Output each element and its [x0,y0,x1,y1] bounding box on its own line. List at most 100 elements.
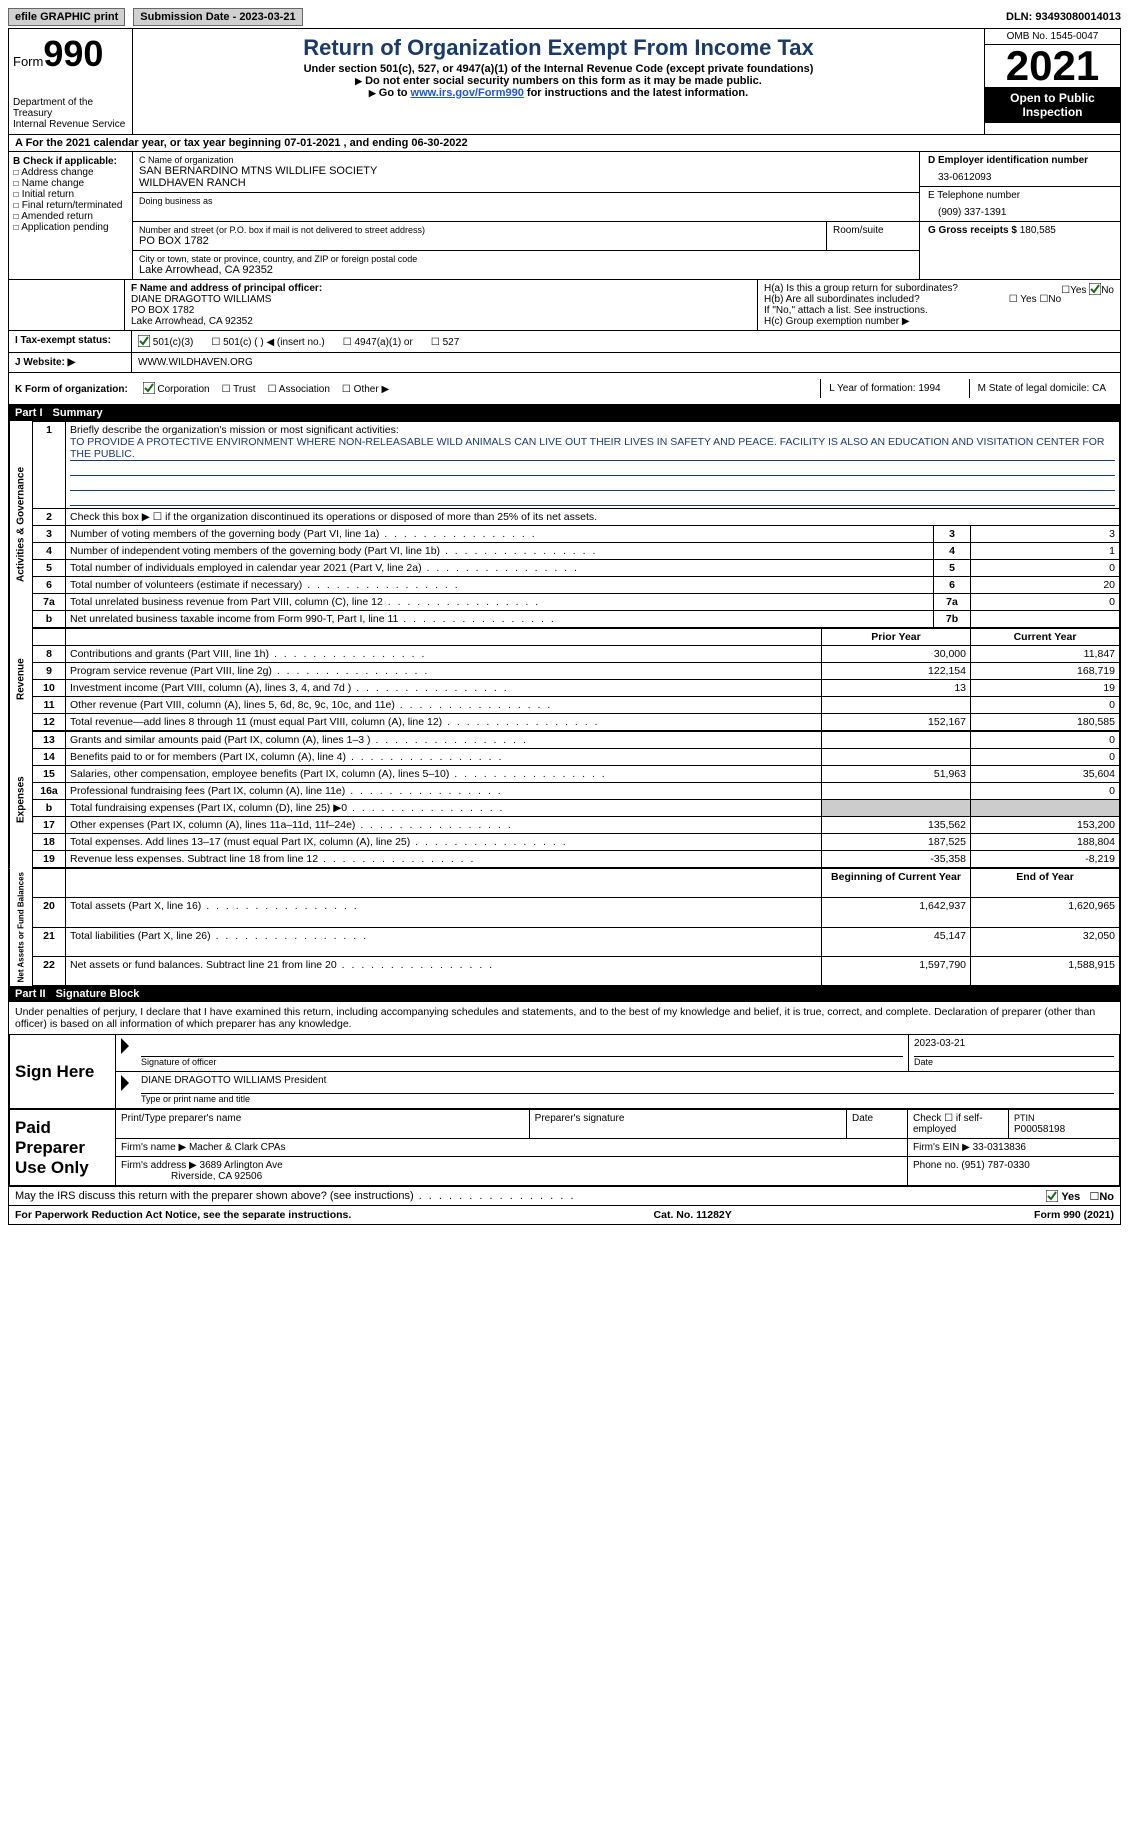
status-option[interactable]: ☐ 501(c) ( ) ◀ (insert no.) [211,337,324,348]
form-word: Form [13,54,43,69]
table-row: 15Salaries, other compensation, employee… [33,766,1120,783]
checkbox-option[interactable]: ☐ Initial return [13,189,128,200]
firm-ein-label: Firm's EIN ▶ [913,1142,970,1153]
ha-no: No [1101,285,1114,296]
year-cell: OMB No. 1545-0047 2021 Open to Public In… [984,29,1120,134]
checkbox-option[interactable]: ☐ Address change [13,167,128,178]
status-option[interactable]: ☐ 4947(a)(1) or [343,337,413,348]
city-value: Lake Arrowhead, CA 92352 [139,264,913,276]
phone-label: E Telephone number [928,190,1112,201]
side-label-revenue: Revenue [9,628,32,731]
mission-text: TO PROVIDE A PROTECTIVE ENVIRONMENT WHER… [70,436,1115,461]
org-form-option[interactable]: ☐ Trust [222,384,256,395]
table-row: 14Benefits paid to or for members (Part … [33,749,1120,766]
l2-text: Check this box ▶ ☐ if the organization d… [66,509,1120,526]
l1-label: Briefly describe the organization's miss… [70,424,399,436]
table-row: 20Total assets (Part X, line 16)1,642,93… [33,898,1120,927]
website-label: J Website: ▶ [9,353,132,372]
room-label: Room/suite [827,222,919,251]
footer-mid: Cat. No. 11282Y [654,1209,732,1221]
officer-addr2: Lake Arrowhead, CA 92352 [131,316,751,327]
website-url: WWW.WILDHAVEN.ORG [132,353,1120,372]
ein-label: D Employer identification number [928,155,1112,166]
table-row: 11Other revenue (Part VIII, column (A), … [33,697,1120,714]
form-number: 990 [43,33,103,74]
irs-link[interactable]: www.irs.gov/Form990 [411,87,524,99]
signature-table: Sign Here Signature of officer 2023-03-2… [9,1034,1120,1109]
prior-year-header: Prior Year [822,629,971,646]
self-employed-label: Check ☐ if self-employed [908,1110,1009,1139]
org-name-2: WILDHAVEN RANCH [139,177,913,189]
discuss-row: May the IRS discuss this return with the… [9,1186,1120,1205]
k-row: K Form of organization: Corporation ☐ Tru… [9,373,1120,405]
table-row: 3Number of voting members of the governi… [33,526,1120,543]
note-2-pre: Go to [369,87,411,99]
submission-date-button[interactable]: Submission Date - 2023-03-21 [133,8,302,26]
expenses-section: Expenses 13Grants and similar amounts pa… [9,731,1120,868]
sig-date: 2023-03-21 [914,1038,1114,1057]
current-year-header: Current Year [971,629,1120,646]
efile-print-button[interactable]: efile GRAPHIC print [8,8,125,26]
sig-officer-label: Signature of officer [141,1057,216,1067]
discuss-question: May the IRS discuss this return with the… [15,1190,575,1202]
calendar-year-line: A For the 2021 calendar year, or tax yea… [9,135,1120,152]
firm-addr1: 3689 Arlington Ave [200,1160,283,1171]
dept-label: Department of the Treasury Internal Reve… [13,97,128,130]
firm-ein: 33-0313836 [973,1142,1026,1153]
firm-name-label: Firm's name ▶ [121,1142,186,1153]
status-label: I Tax-exempt status: [9,331,132,352]
tax-year: 2021 [985,45,1120,87]
org-name-1: SAN BERNARDINO MTNS WILDLIFE SOCIETY [139,165,913,177]
checkbox-option[interactable]: ☐ Application pending [13,222,128,233]
part-2-num: Part II [15,988,46,1000]
table-row: 10Investment income (Part VIII, column (… [33,680,1120,697]
ptin-value: P00058198 [1014,1124,1065,1135]
officer-name: DIANE DRAGOTTO WILLIAMS [131,294,751,305]
part-1-num: Part I [15,407,43,419]
org-form-option[interactable]: ☐ Association [268,384,330,395]
part-1-header: Part I Summary [9,405,1120,421]
table-row: 6Total number of volunteers (estimate if… [33,577,1120,594]
column-d: D Employer identification number 33-0612… [919,152,1120,279]
checked-icon [1089,283,1101,295]
website-row: J Website: ▶ WWW.WILDHAVEN.ORG [9,353,1120,373]
status-option[interactable]: ☐ 527 [431,337,459,348]
section-b-c-d: B Check if applicable: ☐ Address change☐… [9,152,1120,280]
table-row: 18Total expenses. Add lines 13–17 (must … [33,834,1120,851]
firm-phone: (951) 787-0330 [961,1160,1029,1171]
checkbox-option[interactable]: ☐ Name change [13,178,128,189]
discuss-yes: Yes [1061,1191,1080,1203]
org-form-option[interactable]: Corporation [143,384,210,395]
end-year-header: End of Year [971,869,1120,898]
footer-row: For Paperwork Reduction Act Notice, see … [9,1205,1120,1224]
side-label-expenses: Expenses [9,731,32,868]
paid-preparer-label: Paid Preparer Use Only [10,1110,116,1186]
table-row: 4Number of independent voting members of… [33,543,1120,560]
table-row: 21Total liabilities (Part X, line 26)45,… [33,927,1120,956]
m-state-domicile: M State of legal domicile: CA [969,379,1114,398]
table-row: 8Contributions and grants (Part VIII, li… [33,646,1120,663]
prep-date-label: Date [847,1110,908,1139]
signature-intro: Under penalties of perjury, I declare th… [9,1002,1120,1034]
table-row: 5Total number of individuals employed in… [33,560,1120,577]
checkbox-option[interactable]: ☐ Amended return [13,211,128,222]
org-form-option[interactable]: ☐ Other ▶ [342,384,389,395]
header-row: Form990 Department of the Treasury Inter… [9,29,1120,135]
topbar: efile GRAPHIC print Submission Date - 20… [8,8,1121,26]
k-label: K Form of organization: [15,384,128,395]
footer-left: For Paperwork Reduction Act Notice, see … [15,1209,351,1221]
ha-label: H(a) Is this a group return for subordin… [764,283,958,294]
gross-value: 180,585 [1020,225,1056,236]
footer-right: Form 990 (2021) [1034,1209,1114,1221]
side-label-net: Net Assets or Fund Balances [9,868,32,986]
section-f-h: F Name and address of principal officer:… [9,280,1120,331]
table-row: 12Total revenue—add lines 8 through 11 (… [33,714,1120,731]
column-b: B Check if applicable: ☐ Address change☐… [9,152,133,279]
begin-year-header: Beginning of Current Year [822,869,971,898]
status-option[interactable]: 501(c)(3) [138,337,193,348]
table-row: 16aProfessional fundraising fees (Part I… [33,783,1120,800]
table-row: 19Revenue less expenses. Subtract line 1… [33,851,1120,868]
subtitle: Under section 501(c), 527, or 4947(a)(1)… [141,63,976,75]
prep-name-label: Print/Type preparer's name [116,1110,530,1139]
checkbox-option[interactable]: ☐ Final return/terminated [13,200,128,211]
